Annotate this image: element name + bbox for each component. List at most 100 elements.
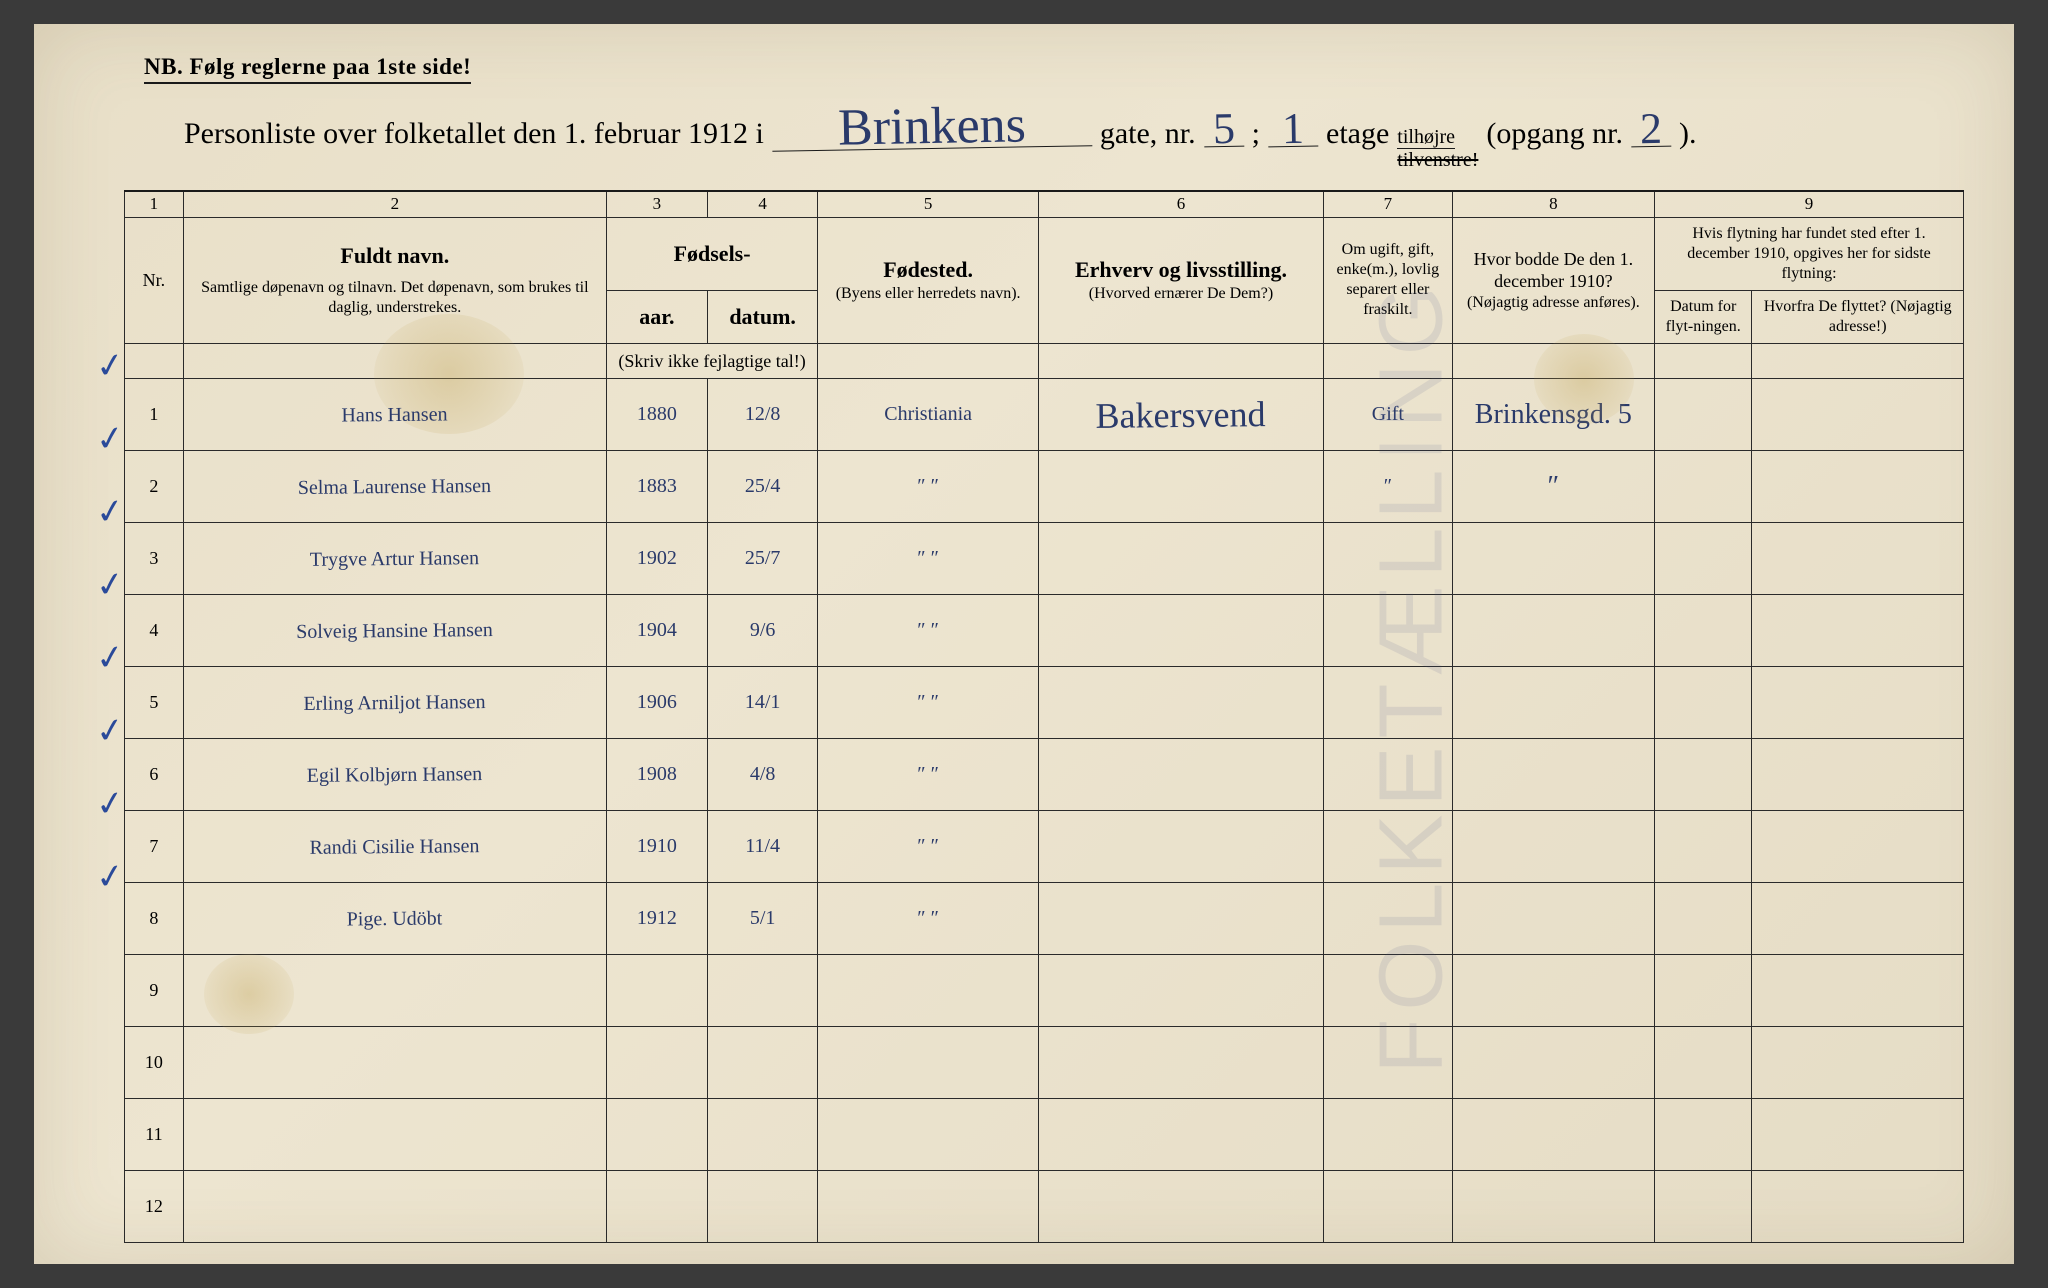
row-navn: Trygve Artur Hansen	[183, 520, 607, 596]
row-aar: 1912	[606, 883, 707, 955]
hdr-fodsels: Fødsels-	[606, 217, 817, 290]
row-nr: 4	[125, 595, 184, 667]
row-navn	[183, 952, 607, 1028]
row-flyt-datum	[1655, 1027, 1752, 1099]
row-datum	[707, 955, 817, 1027]
row-flyt-datum	[1655, 1171, 1752, 1243]
row-datum	[707, 1171, 817, 1243]
row-status	[1324, 883, 1453, 955]
hdr-skriv: (Skriv ikke fejlagtige tal!)	[606, 343, 817, 379]
hdr-flyt-datum: Datum for flyt-ningen.	[1655, 290, 1752, 343]
checkmark-icon: ✓	[93, 709, 127, 753]
opgang-label: (opgang nr.	[1486, 117, 1623, 151]
row-status: Gift	[1324, 379, 1453, 451]
hdr-datum: datum.	[707, 290, 817, 343]
row-bodde: ″	[1452, 451, 1654, 523]
semicolon: ;	[1252, 117, 1260, 151]
row-status: ″	[1324, 451, 1453, 523]
census-form-page: FOLKETÆLLING NB. Følg reglerne paa 1ste …	[34, 24, 2014, 1264]
checkmark-icon: ✓	[93, 490, 127, 534]
row-datum: 25/4	[707, 451, 817, 523]
column-numbers-row: 1 2 3 4 5 6 7 8 9	[125, 191, 1964, 217]
colnum-9: 9	[1655, 191, 1964, 217]
row-datum: 14/1	[707, 667, 817, 739]
table-row: 3Trygve Artur Hansen190225/7″ ″	[125, 523, 1964, 595]
table-row: 4Solveig Hansine Hansen19049/6″ ″	[125, 595, 1964, 667]
checkmark-icon: ✓	[93, 417, 127, 461]
census-rows: 1Hans Hansen188012/8ChristianiaBakersven…	[125, 379, 1964, 1243]
row-fodested: ″ ″	[818, 883, 1039, 955]
paper-stain	[1534, 334, 1634, 424]
row-status	[1324, 523, 1453, 595]
row-bodde	[1452, 955, 1654, 1027]
row-aar: 1910	[606, 811, 707, 883]
row-nr: 2	[125, 451, 184, 523]
row-flyt-hvorfra	[1752, 739, 1964, 811]
row-bodde	[1452, 811, 1654, 883]
row-flyt-datum	[1655, 1099, 1752, 1171]
row-navn: Pige. Udöbt	[183, 880, 607, 956]
row-flyt-hvorfra	[1752, 667, 1964, 739]
row-fodested	[818, 955, 1039, 1027]
row-flyt-hvorfra	[1752, 1099, 1964, 1171]
tilhojre: tilhøjre	[1397, 126, 1455, 149]
row-erhverv	[1038, 1169, 1324, 1244]
row-flyt-hvorfra	[1752, 1171, 1964, 1243]
colnum-7: 7	[1324, 191, 1453, 217]
row-flyt-hvorfra	[1752, 955, 1964, 1027]
row-aar	[606, 1099, 707, 1171]
table-row: 5Erling Arniljot Hansen190614/1″ ″	[125, 667, 1964, 739]
row-fodested	[818, 1171, 1039, 1243]
row-status	[1324, 811, 1453, 883]
row-nr: 1	[125, 379, 184, 451]
row-bodde	[1452, 739, 1654, 811]
row-aar: 1883	[606, 451, 707, 523]
row-navn: Solveig Hansine Hansen	[183, 592, 607, 668]
etage-number: 1	[1268, 111, 1319, 148]
row-nr: 8	[125, 883, 184, 955]
table-row: 6Egil Kolbjørn Hansen19084/8″ ″	[125, 739, 1964, 811]
row-nr: 9	[125, 955, 184, 1027]
row-fodested	[818, 1027, 1039, 1099]
row-nr: 11	[125, 1099, 184, 1171]
row-navn: Egil Kolbjørn Hansen	[183, 736, 607, 812]
row-fodested: Christiania	[818, 379, 1039, 451]
row-flyt-datum	[1655, 811, 1752, 883]
row-flyt-hvorfra	[1752, 595, 1964, 667]
row-flyt-datum	[1655, 955, 1752, 1027]
table-row: 12	[125, 1171, 1964, 1243]
row-erhverv	[1038, 665, 1324, 740]
row-datum: 4/8	[707, 739, 817, 811]
opgang-number: 2	[1631, 111, 1672, 148]
table-row: 9	[125, 955, 1964, 1027]
close-paren: ).	[1679, 117, 1697, 151]
hdr-fodested: Fødested. (Byens eller herredets navn).	[818, 217, 1039, 343]
row-erhverv: Bakersvend	[1038, 377, 1324, 452]
row-flyt-datum	[1655, 523, 1752, 595]
row-navn	[183, 1096, 607, 1172]
street-name: Brinkens	[771, 103, 1092, 151]
row-erhverv	[1038, 881, 1324, 956]
hdr-erhverv: Erhverv og livsstilling. (Hvorved ernære…	[1038, 217, 1323, 343]
header-row-1: Nr. Fuldt navn. Samtlige døpenavn og til…	[125, 217, 1964, 290]
row-status	[1324, 595, 1453, 667]
row-datum: 25/7	[707, 523, 817, 595]
row-flyt-datum	[1655, 379, 1752, 451]
row-flyt-datum	[1655, 739, 1752, 811]
checkmark-icon: ✓	[93, 782, 127, 826]
row-status	[1324, 739, 1453, 811]
table-row: 1Hans Hansen188012/8ChristianiaBakersven…	[125, 379, 1964, 451]
form-title-line: Personliste over folketallet den 1. febr…	[184, 106, 1964, 172]
row-flyt-hvorfra	[1752, 811, 1964, 883]
row-status	[1324, 1027, 1453, 1099]
row-erhverv	[1038, 593, 1324, 668]
colnum-5: 5	[818, 191, 1039, 217]
row-aar	[606, 1027, 707, 1099]
row-nr: 10	[125, 1027, 184, 1099]
hdr-flytning: Hvis flytning har fundet sted efter 1. d…	[1655, 217, 1964, 290]
row-erhverv	[1038, 449, 1324, 524]
row-aar: 1880	[606, 379, 707, 451]
checkmark-icon: ✓	[93, 344, 127, 388]
hdr-aar: aar.	[606, 290, 707, 343]
table-row: 7Randi Cisilie Hansen191011/4″ ″	[125, 811, 1964, 883]
